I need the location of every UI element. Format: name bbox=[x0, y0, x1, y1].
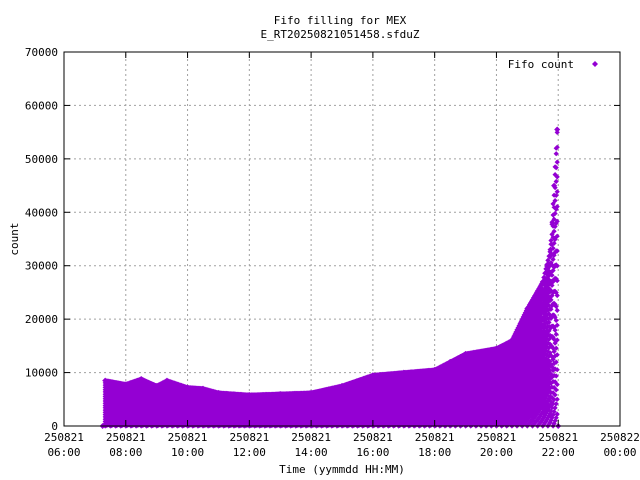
x-tick-time-label: 22:00 bbox=[542, 446, 575, 459]
data-point bbox=[554, 126, 561, 133]
x-tick-time-label: 00:00 bbox=[603, 446, 636, 459]
x-axis-label: Time (yymmdd HH:MM) bbox=[279, 463, 405, 476]
y-axis-label: count bbox=[8, 222, 21, 255]
x-tick-date-label: 250821 bbox=[477, 431, 517, 444]
chart-title-line-2: E_RT20250821051458.sfduZ bbox=[261, 28, 420, 41]
x-tick-time-label: 12:00 bbox=[233, 446, 266, 459]
series-fifo-count-points bbox=[100, 126, 561, 429]
x-tick-date-label: 250821 bbox=[415, 431, 455, 444]
data-point bbox=[163, 377, 170, 384]
x-tick-date-label: 250821 bbox=[44, 431, 84, 444]
y-tick-label: 10000 bbox=[25, 367, 58, 380]
data-points bbox=[99, 126, 562, 429]
data-point bbox=[215, 389, 222, 396]
plot-frame bbox=[63, 51, 621, 427]
x-tick-date-label: 250821 bbox=[538, 431, 578, 444]
x-tick-time-label: 14:00 bbox=[295, 446, 328, 459]
grid bbox=[64, 52, 620, 426]
x-tick-date-label: 250821 bbox=[106, 431, 146, 444]
legend: Fifo count bbox=[508, 58, 598, 71]
data-point bbox=[277, 390, 284, 397]
data-point bbox=[539, 278, 546, 285]
y-tick-label: 0 bbox=[51, 420, 58, 433]
data-point bbox=[369, 372, 376, 379]
x-tick-time-label: 20:00 bbox=[480, 446, 513, 459]
data-point bbox=[153, 382, 160, 389]
data-point bbox=[547, 246, 554, 253]
x-tick-date-label: 250821 bbox=[168, 431, 208, 444]
x-tick-time-label: 16:00 bbox=[356, 446, 389, 459]
data-point bbox=[308, 389, 315, 396]
data-point bbox=[508, 337, 515, 344]
y-tick-label: 60000 bbox=[25, 99, 58, 112]
x-tick-time-label: 08:00 bbox=[109, 446, 142, 459]
legend-marker-icon bbox=[592, 61, 598, 67]
data-point bbox=[431, 366, 438, 373]
y-tick-label: 20000 bbox=[25, 313, 58, 326]
data-point bbox=[138, 375, 145, 382]
x-axis-ticks: 250821 06:00 250821 08:00 250821 10:00 250821 1… bbox=[44, 52, 640, 459]
x-tick-time-label: 06:00 bbox=[47, 446, 80, 459]
data-point bbox=[447, 358, 454, 365]
y-tick-label: 30000 bbox=[25, 260, 58, 273]
chart-title-line-1: Fifo filling for MEX bbox=[274, 14, 407, 27]
x-tick-date-label: 250821 bbox=[353, 431, 393, 444]
data-point bbox=[122, 381, 129, 388]
y-tick-label: 70000 bbox=[25, 46, 58, 59]
y-tick-label: 40000 bbox=[25, 206, 58, 219]
y-tick-label: 50000 bbox=[25, 153, 58, 166]
legend-series-label: Fifo count bbox=[508, 58, 574, 71]
data-point bbox=[493, 345, 500, 352]
x-tick-date-label: 250822 bbox=[600, 431, 640, 444]
x-tick-time-label: 18:00 bbox=[418, 446, 451, 459]
y-axis-ticks: 0 10000 20000 30000 40000 50000 60000 70000 bbox=[25, 46, 620, 433]
data-point bbox=[400, 369, 407, 376]
data-point bbox=[200, 385, 206, 392]
x-tick-date-label: 250821 bbox=[291, 431, 331, 444]
data-point bbox=[246, 392, 253, 399]
x-tick-date-label: 250821 bbox=[229, 431, 269, 444]
x-tick-time-label: 10:00 bbox=[171, 446, 204, 459]
data-point bbox=[551, 182, 558, 189]
data-point bbox=[184, 384, 191, 391]
data-point bbox=[462, 350, 469, 357]
data-point bbox=[524, 305, 531, 312]
data-point bbox=[102, 377, 109, 384]
data-point bbox=[339, 382, 345, 389]
